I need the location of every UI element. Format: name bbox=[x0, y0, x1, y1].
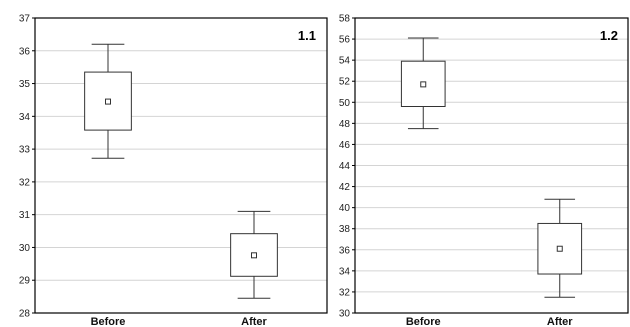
y-tick-label: 40 bbox=[339, 203, 351, 214]
y-tick-label: 48 bbox=[339, 119, 351, 130]
y-tick-label: 29 bbox=[19, 276, 31, 287]
y-tick-label: 52 bbox=[339, 77, 351, 88]
y-tick-label: 31 bbox=[19, 210, 31, 221]
y-tick-label: 37 bbox=[19, 14, 31, 25]
y-tick-label: 36 bbox=[19, 46, 31, 57]
y-tick-label: 42 bbox=[339, 182, 351, 193]
panel-label: 1.2 bbox=[600, 28, 618, 43]
y-tick-label: 28 bbox=[19, 309, 31, 320]
x-category-label: After bbox=[547, 316, 573, 327]
plot-area bbox=[35, 18, 327, 313]
y-tick-label: 58 bbox=[339, 14, 351, 25]
y-tick-label: 36 bbox=[339, 245, 351, 256]
mean-marker bbox=[252, 253, 257, 258]
x-category-label: Before bbox=[91, 316, 126, 327]
panel-1-2: 30 32 34 36 38 40 42 44 46 48 50 52 54 56 58 Before Afte… bbox=[339, 14, 628, 327]
x-category-label: Before bbox=[406, 316, 441, 327]
mean-marker bbox=[557, 246, 562, 251]
y-tick-label: 33 bbox=[19, 145, 31, 156]
y-tick-label: 30 bbox=[339, 309, 351, 320]
y-tick-label: 32 bbox=[339, 287, 351, 298]
y-tick-label: 34 bbox=[339, 266, 351, 277]
panel-label: 1.1 bbox=[298, 28, 316, 43]
y-tick-label: 32 bbox=[19, 177, 31, 188]
y-tick-label: 56 bbox=[339, 35, 351, 46]
panel-1-1: 28 29 30 31 32 33 34 35 36 37 Before After 1.1 bbox=[19, 14, 327, 327]
y-tick-label: 30 bbox=[19, 243, 31, 254]
y-tick-label: 46 bbox=[339, 140, 351, 151]
y-tick-label: 50 bbox=[339, 98, 351, 109]
mean-marker bbox=[421, 82, 426, 87]
y-tick-label: 54 bbox=[339, 56, 351, 67]
y-tick-label: 44 bbox=[339, 161, 351, 172]
x-category-label: After bbox=[241, 316, 267, 327]
mean-marker bbox=[106, 99, 111, 104]
y-tick-label: 34 bbox=[19, 112, 31, 123]
y-tick-label: 35 bbox=[19, 79, 31, 90]
y-tick-label: 38 bbox=[339, 224, 351, 235]
